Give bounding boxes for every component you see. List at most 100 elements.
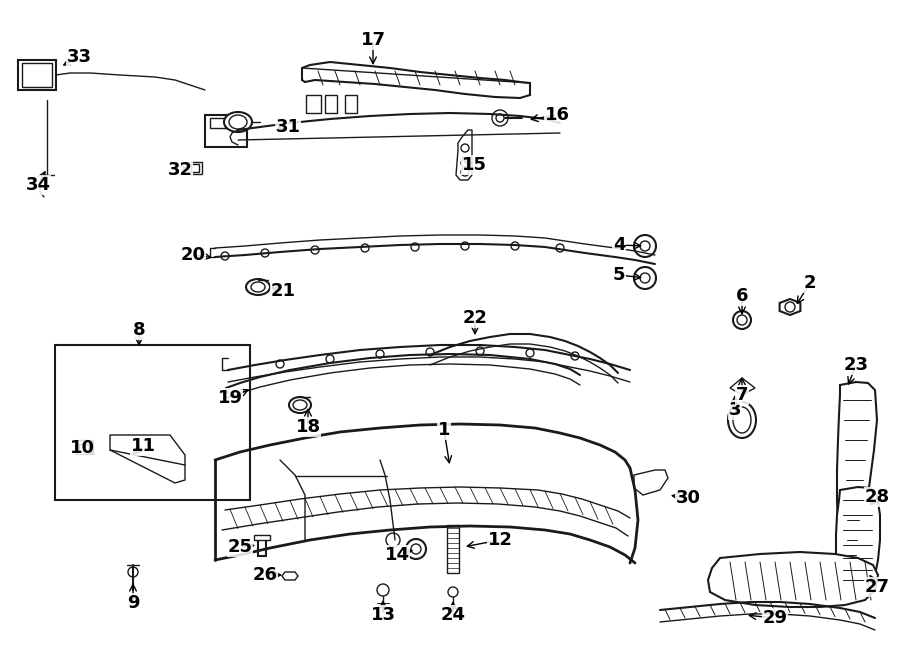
Text: 27: 27 — [865, 578, 889, 596]
Circle shape — [634, 235, 656, 257]
Circle shape — [128, 567, 138, 577]
Text: 13: 13 — [371, 606, 395, 624]
Text: 7: 7 — [736, 386, 748, 404]
Bar — [447, 525, 459, 573]
Circle shape — [640, 273, 650, 283]
Text: 3: 3 — [729, 401, 742, 419]
Circle shape — [511, 242, 519, 250]
Bar — [306, 95, 321, 113]
Text: 17: 17 — [361, 31, 385, 49]
Bar — [188, 162, 202, 174]
Circle shape — [377, 584, 389, 596]
Ellipse shape — [289, 397, 311, 413]
Circle shape — [326, 355, 334, 363]
Text: 32: 32 — [167, 161, 193, 179]
Text: 5: 5 — [613, 266, 626, 284]
Circle shape — [492, 110, 508, 126]
Bar — [22, 63, 52, 87]
Text: 9: 9 — [127, 594, 140, 612]
Text: 31: 31 — [275, 118, 301, 136]
Bar — [325, 95, 337, 113]
Circle shape — [411, 544, 421, 554]
Circle shape — [461, 168, 469, 176]
Circle shape — [785, 302, 795, 312]
Text: 25: 25 — [228, 538, 253, 556]
Polygon shape — [730, 378, 755, 395]
Text: 28: 28 — [864, 488, 889, 506]
Circle shape — [461, 242, 469, 250]
Text: 23: 23 — [843, 356, 868, 374]
Text: 16: 16 — [544, 106, 570, 124]
Ellipse shape — [246, 279, 270, 295]
Polygon shape — [110, 435, 185, 483]
Circle shape — [526, 349, 534, 357]
Ellipse shape — [733, 407, 751, 433]
Text: 11: 11 — [130, 437, 156, 455]
Ellipse shape — [293, 400, 307, 410]
Polygon shape — [708, 552, 878, 607]
Circle shape — [406, 539, 426, 559]
Bar — [205, 115, 247, 147]
Text: 1: 1 — [437, 421, 450, 439]
Bar — [225, 118, 241, 128]
Text: 14: 14 — [384, 546, 410, 564]
Circle shape — [236, 365, 244, 373]
Text: 34: 34 — [25, 176, 50, 194]
Text: 6: 6 — [736, 287, 748, 305]
Bar — [79, 444, 89, 451]
Polygon shape — [282, 572, 298, 580]
Circle shape — [311, 246, 319, 254]
Circle shape — [426, 348, 434, 356]
Bar — [55, 345, 250, 500]
Circle shape — [221, 252, 229, 260]
Ellipse shape — [224, 112, 252, 132]
Circle shape — [376, 350, 384, 358]
Text: 29: 29 — [762, 609, 788, 627]
Circle shape — [386, 533, 400, 547]
Circle shape — [496, 114, 504, 122]
Circle shape — [261, 249, 269, 257]
Text: 20: 20 — [181, 246, 205, 264]
Polygon shape — [634, 470, 668, 495]
Text: 33: 33 — [67, 48, 92, 66]
Circle shape — [556, 244, 564, 252]
Circle shape — [361, 244, 369, 252]
Text: 10: 10 — [69, 439, 94, 457]
Polygon shape — [456, 130, 472, 180]
Circle shape — [461, 159, 469, 167]
Circle shape — [737, 315, 747, 325]
Polygon shape — [837, 382, 877, 565]
Polygon shape — [836, 487, 880, 588]
Text: 26: 26 — [253, 566, 277, 584]
Text: 2: 2 — [804, 274, 816, 292]
Text: 18: 18 — [295, 418, 320, 436]
Bar — [75, 440, 93, 454]
Circle shape — [461, 144, 469, 152]
Polygon shape — [302, 62, 530, 98]
Text: 8: 8 — [132, 321, 145, 339]
Circle shape — [634, 267, 656, 289]
Circle shape — [733, 311, 751, 329]
Text: 30: 30 — [676, 489, 700, 507]
Circle shape — [276, 360, 284, 368]
Bar — [191, 164, 199, 172]
Bar — [345, 95, 357, 113]
Bar — [254, 535, 270, 540]
Bar — [18, 60, 56, 90]
Text: 4: 4 — [613, 236, 626, 254]
Text: 19: 19 — [218, 389, 242, 407]
Circle shape — [411, 243, 419, 251]
Text: 22: 22 — [463, 309, 488, 327]
Bar — [210, 118, 226, 128]
Circle shape — [448, 587, 458, 597]
Circle shape — [571, 352, 579, 360]
Ellipse shape — [728, 402, 756, 438]
Text: 15: 15 — [462, 156, 487, 174]
Text: 21: 21 — [271, 282, 295, 300]
Text: 12: 12 — [488, 531, 512, 549]
Text: 24: 24 — [440, 606, 465, 624]
Ellipse shape — [229, 115, 247, 129]
Circle shape — [476, 347, 484, 355]
Bar — [258, 538, 266, 556]
Ellipse shape — [251, 282, 265, 292]
